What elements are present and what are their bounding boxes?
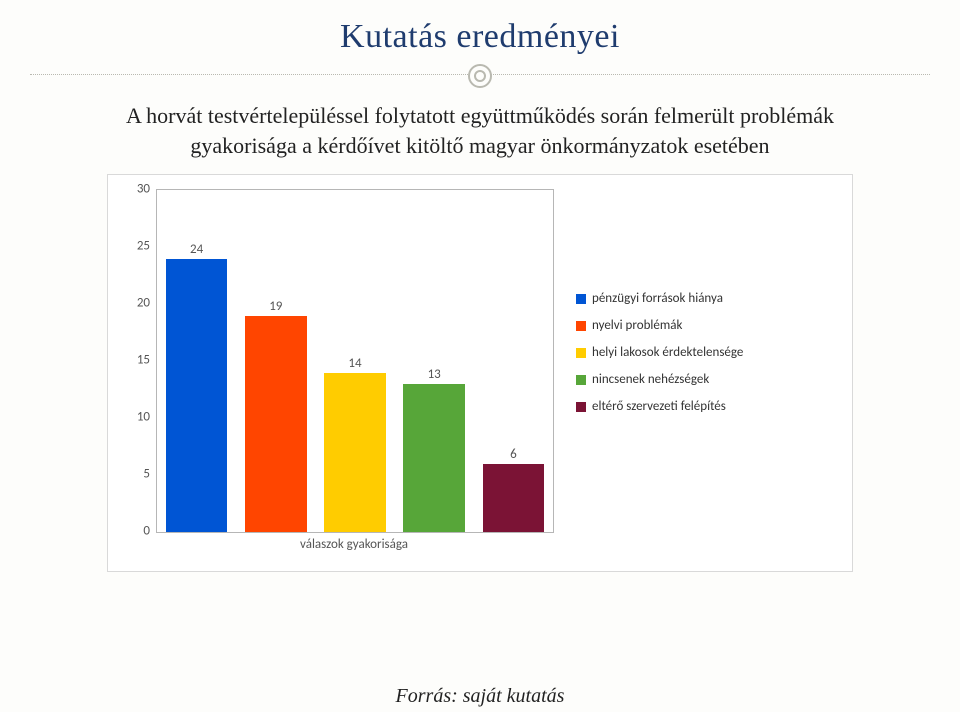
legend-swatch-icon: [576, 402, 586, 412]
legend-item: nincsenek nehézségek: [576, 372, 743, 387]
bar-value-label: 13: [403, 367, 465, 384]
legend-label: helyi lakosok érdektelensége: [592, 345, 743, 360]
legend-item: pénzügyi források hiánya: [576, 291, 743, 306]
legend-item: nyelvi problémák: [576, 318, 743, 333]
y-tick-label: 25: [120, 239, 150, 254]
y-tick-label: 15: [120, 353, 150, 368]
bar: 6: [483, 464, 545, 532]
legend-label: pénzügyi források hiánya: [592, 291, 723, 306]
bar-value-label: 14: [324, 356, 386, 373]
legend: pénzügyi források hiánya nyelvi problémák…: [576, 291, 743, 426]
legend-swatch-icon: [576, 348, 586, 358]
slide: Kutatás eredményei A horvát testvértelep…: [0, 0, 960, 712]
legend-label: nincsenek nehézségek: [592, 372, 709, 387]
source-footer: Forrás: saját kutatás: [0, 685, 960, 708]
bar: 13: [403, 384, 465, 532]
x-axis-line: [157, 532, 553, 533]
x-axis-title: válaszok gyakorisága: [156, 537, 552, 552]
bar: 24: [166, 259, 228, 533]
bar-value-label: 19: [245, 299, 307, 316]
y-tick-label: 0: [120, 524, 150, 539]
legend-label: eltérő szervezeti felépítés: [592, 399, 726, 414]
bar: 14: [324, 373, 386, 533]
y-tick-label: 5: [120, 467, 150, 482]
title-divider: [0, 74, 960, 75]
bar-value-label: 24: [166, 242, 228, 259]
legend-item: eltérő szervezeti felépítés: [576, 399, 743, 414]
plot-area: 241914136: [156, 189, 554, 533]
y-tick-label: 10: [120, 410, 150, 425]
legend-swatch-icon: [576, 321, 586, 331]
y-tick-label: 30: [120, 182, 150, 197]
legend-swatch-icon: [576, 375, 586, 385]
y-tick-label: 20: [120, 296, 150, 311]
page-title: Kutatás eredményei: [0, 0, 960, 56]
legend-swatch-icon: [576, 294, 586, 304]
bar-value-label: 6: [483, 447, 545, 464]
legend-item: helyi lakosok érdektelensége: [576, 345, 743, 360]
subtitle: A horvát testvértelepüléssel folytatott …: [80, 101, 880, 160]
legend-label: nyelvi problémák: [592, 318, 682, 333]
bar-chart: 241914136 válaszok gyakorisága pénzügyi …: [107, 174, 853, 572]
bar: 19: [245, 316, 307, 533]
circle-decor-icon: [468, 64, 492, 88]
